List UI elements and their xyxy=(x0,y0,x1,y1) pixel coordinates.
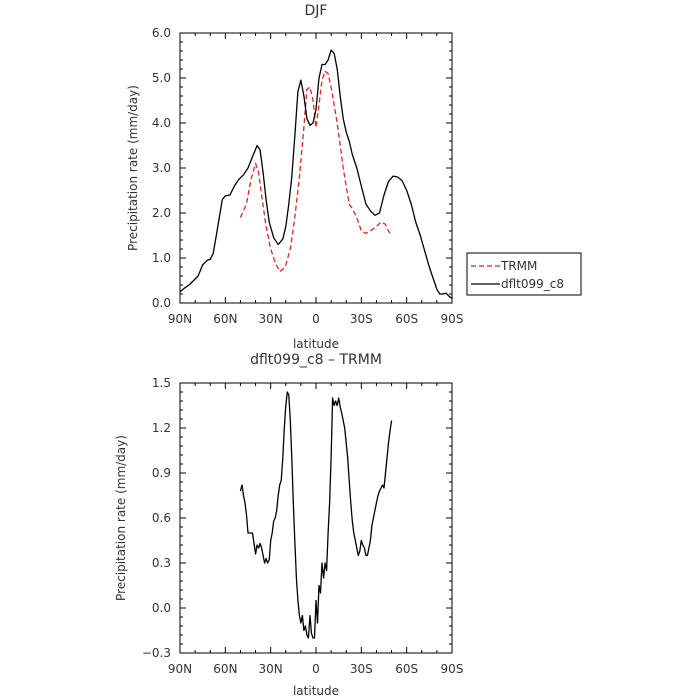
legend-label-trmm: TRMM xyxy=(500,259,537,273)
panel-bottom-title: dflt099_c8 – TRMM xyxy=(250,352,382,368)
y-tick-label: 6.0 xyxy=(152,26,171,40)
y-tick-label: 4.0 xyxy=(152,116,171,130)
x-tick-label: 0 xyxy=(312,312,320,326)
x-tick-label: 90S xyxy=(441,662,464,676)
panel-bottom: dflt099_c8 – TRMM latitude Precipitation… xyxy=(114,352,463,698)
legend-label-model: dflt099_c8 xyxy=(501,277,564,291)
panel-top-title: DJF xyxy=(305,3,328,19)
series-line-difference xyxy=(239,391,393,639)
legend: TRMM dflt099_c8 xyxy=(466,252,582,296)
x-tick-label: 0 xyxy=(312,662,320,676)
y-tick-label: 0.6 xyxy=(152,511,171,525)
panel-top-xlabel: latitude xyxy=(293,337,339,351)
y-tick-label: 0.0 xyxy=(152,601,171,615)
panel-bottom-x-axis: 90N 60N 30N 0 30S 60S 90S xyxy=(168,383,464,676)
y-tick-label: 1.5 xyxy=(152,376,171,390)
x-tick-label: 90N xyxy=(168,312,192,326)
x-tick-label: 60S xyxy=(395,312,418,326)
x-tick-label: 30S xyxy=(350,662,373,676)
y-tick-label: 1.2 xyxy=(152,421,171,435)
x-tick-label: 30S xyxy=(350,312,373,326)
panel-top-ylabel: Precipitation rate (mm/day) xyxy=(126,85,140,251)
panel-top-plot-area xyxy=(179,49,453,300)
y-tick-label: 5.0 xyxy=(152,71,171,85)
y-tick-label: 0.9 xyxy=(152,466,171,480)
panel-bottom-frame xyxy=(179,382,453,654)
panel-top: DJF latitude Precipitation rate (mm/day)… xyxy=(126,3,463,351)
panel-top-y-axis: 0.0 1.0 2.0 3.0 4.0 5.0 6.0 xyxy=(152,26,452,310)
legend-box xyxy=(466,252,582,296)
y-tick-label: 3.0 xyxy=(152,161,171,175)
x-tick-label: 90N xyxy=(168,662,192,676)
y-tick-label: 2.0 xyxy=(152,206,171,220)
panel-bottom-plot-area xyxy=(239,391,393,639)
x-tick-label: 30N xyxy=(259,312,283,326)
x-tick-label: 30N xyxy=(259,662,283,676)
y-tick-label: 0.0 xyxy=(152,296,171,310)
panel-bottom-xlabel: latitude xyxy=(293,684,339,698)
x-tick-label: 90S xyxy=(441,312,464,326)
y-tick-label: −0.3 xyxy=(142,646,171,660)
panel-top-x-axis: 90N 60N 30N 0 30S 60S 90S xyxy=(168,33,464,326)
y-tick-label: 0.3 xyxy=(152,556,171,570)
x-tick-label: 60N xyxy=(213,662,237,676)
x-tick-label: 60N xyxy=(213,312,237,326)
panel-bottom-y-axis: −0.3 0.0 0.3 0.6 0.9 1.2 1.5 xyxy=(142,376,452,660)
panel-bottom-ylabel: Precipitation rate (mm/day) xyxy=(114,435,128,601)
x-tick-label: 60S xyxy=(395,662,418,676)
y-tick-label: 1.0 xyxy=(152,251,171,265)
series-line-model xyxy=(179,49,453,300)
panel-top-frame xyxy=(179,32,453,304)
